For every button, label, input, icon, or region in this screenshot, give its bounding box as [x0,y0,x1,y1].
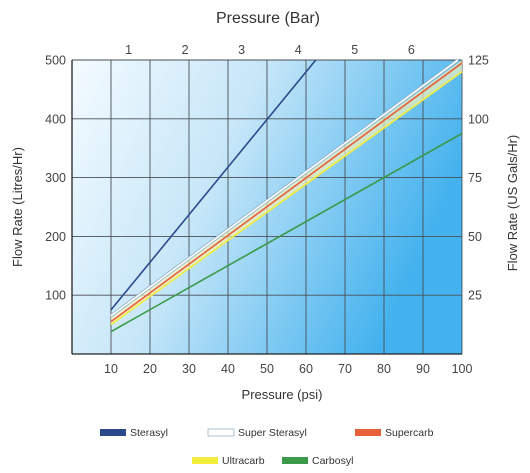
y-tick-label: 200 [45,230,66,244]
series-line [110,59,317,311]
legend-label: Ultracarb [222,455,265,467]
legend-swatch [355,429,381,436]
x-tick-label: 10 [104,362,118,376]
right-tick-label: 125 [468,54,489,68]
top-tick-label: 4 [295,43,302,57]
top-tick-label: 1 [125,43,132,57]
y-tick-label: 100 [45,289,66,303]
tick-labels: 10 20 30 40 50 60 70 80 90 100 100 200 300 400 500 1 2 3 4… [45,43,489,376]
legend-label: Carbosyl [312,455,353,467]
legend-swatch [192,457,218,464]
right-tick-label: 50 [468,230,482,244]
y-axis-title: Flow Rate (Litres/Hr) [10,147,25,267]
top-tick-label: 2 [182,43,189,57]
series-lines [110,58,463,333]
series-line [110,62,463,323]
x-tick-label: 80 [377,362,391,376]
legend-label: Sterasyl [130,427,168,439]
x-tick-label: 50 [260,362,274,376]
x-tick-label: 70 [338,362,352,376]
x-axis-title: Pressure (psi) [242,387,323,402]
x-tick-label: 30 [182,362,196,376]
x-tick-label: 60 [299,362,313,376]
top-tick-label: 6 [408,43,415,57]
right-tick-label: 100 [468,112,489,126]
right-tick-label: 25 [468,289,482,303]
top-tick-label: 3 [238,43,245,57]
x-tick-label: 40 [221,362,235,376]
legend-label: Supercarb [385,427,434,439]
x-tick-label: 90 [416,362,430,376]
top-axis-title: Pressure (Bar) [216,10,320,27]
legend-swatch [100,429,126,436]
axes [71,60,462,355]
series-line [110,71,463,326]
legend-swatch [282,457,308,464]
legend-label: Super Sterasyl [238,427,307,439]
legend: Sterasyl Super Sterasyl Supercarb Ultracarb… [100,427,434,467]
y-tick-label: 300 [45,171,66,185]
x-tick-label: 20 [143,362,157,376]
legend-swatch [207,428,235,437]
series-line [110,132,463,333]
top-tick-label: 5 [351,43,358,57]
right-axis-title: Flow Rate (US Gals/Hr) [505,135,520,272]
series-line [110,59,459,317]
x-tick-label: 100 [452,362,473,376]
y-tick-label: 400 [45,112,66,126]
right-tick-label: 75 [468,171,482,185]
y-tick-label: 500 [45,54,66,68]
